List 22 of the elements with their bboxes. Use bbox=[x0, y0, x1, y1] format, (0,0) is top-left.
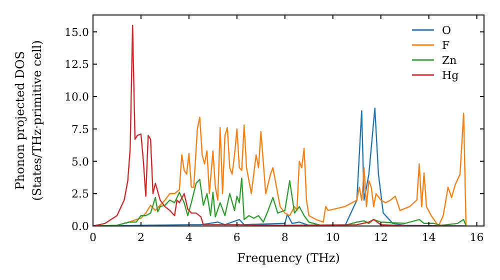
x-tick-label: 12 bbox=[374, 231, 388, 244]
x-tick-label: 2 bbox=[137, 231, 144, 244]
x-tick-label: 16 bbox=[470, 231, 484, 244]
y-tick-label: 7.5 bbox=[72, 122, 89, 136]
x-tick-label: 8 bbox=[281, 231, 288, 244]
x-tick-label: 6 bbox=[233, 231, 240, 244]
y-tick-label: 10.0 bbox=[64, 90, 89, 104]
legend-label: O bbox=[442, 24, 452, 37]
y-tick-label: 12.5 bbox=[64, 58, 89, 72]
legend-label: Hg bbox=[442, 69, 459, 82]
x-tick-label: 0 bbox=[90, 231, 96, 244]
y-axis-title: Phonon projected DOS (States/THz·primitive cell) bbox=[13, 40, 44, 201]
legend-label: Zn bbox=[442, 54, 457, 67]
x-tick-label: 14 bbox=[422, 231, 436, 244]
x-axis-title: Frequency (THz) bbox=[237, 251, 340, 265]
y-tick-label: 2.5 bbox=[72, 188, 89, 201]
x-tick-label: 4 bbox=[185, 231, 192, 244]
y-tick-label: 0.0 bbox=[72, 220, 89, 233]
y-tick-label: 5.0 bbox=[72, 155, 89, 168]
legend-label: F bbox=[442, 39, 450, 52]
y-tick-label: 15.0 bbox=[64, 26, 89, 39]
x-tick-label: 10 bbox=[326, 231, 340, 244]
